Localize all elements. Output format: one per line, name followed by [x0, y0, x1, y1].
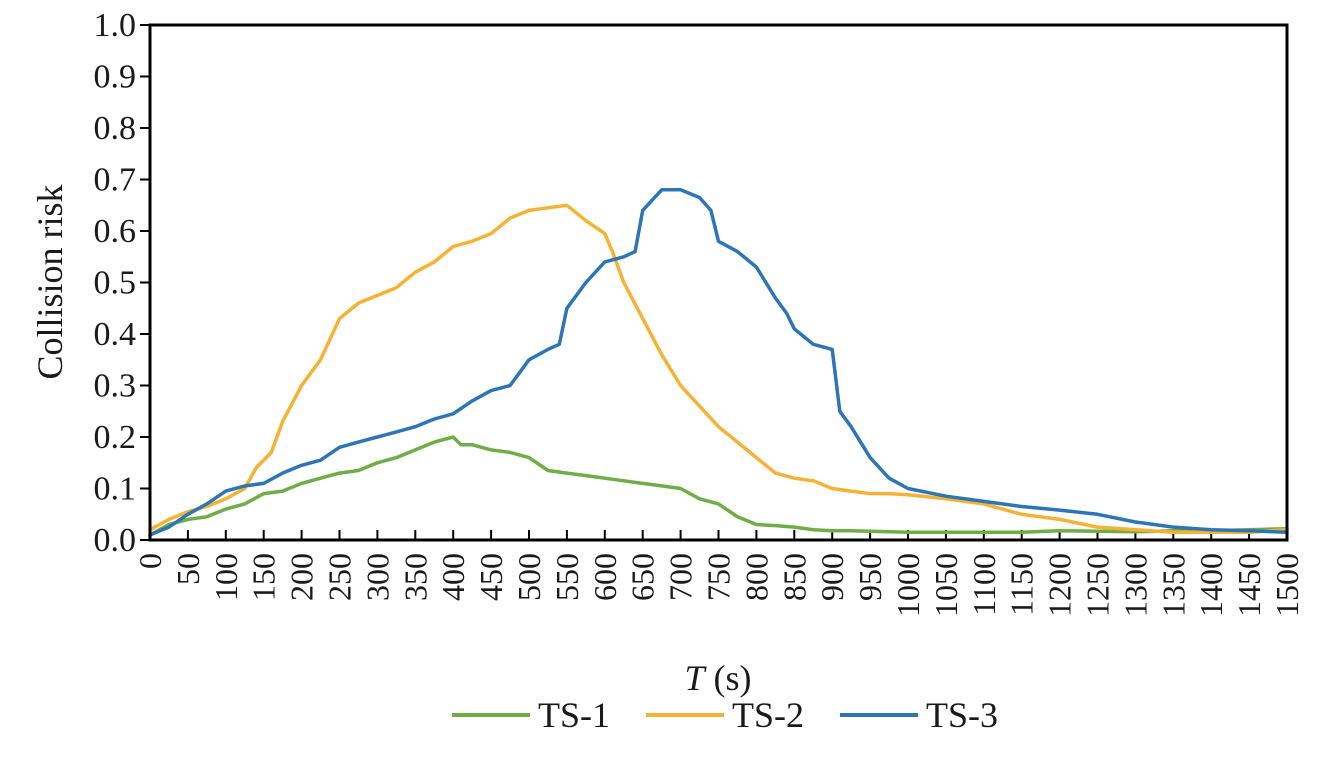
x-tick-label: 0 — [132, 553, 168, 569]
y-tick-label: 0.6 — [94, 213, 137, 250]
x-tick-label: 200 — [284, 553, 320, 601]
x-tick-label: 450 — [473, 553, 509, 601]
x-axis-title-unit: (s) — [714, 658, 752, 698]
x-tick-label: 750 — [701, 553, 737, 601]
series-lines — [148, 188, 1289, 537]
legend: TS-1 TS-2 TS-3 — [452, 695, 998, 735]
legend-label-ts-2: TS-2 — [732, 695, 804, 735]
y-tick-label: 0.2 — [94, 419, 137, 456]
x-axis-ticks: 0 50 100 150 200 250 300 350 400 450 500 550 600 650 7… — [132, 530, 1305, 617]
x-tick-label: 250 — [322, 553, 358, 601]
x-axis-title: T (s) — [684, 658, 751, 698]
x-tick-label: 700 — [663, 553, 699, 601]
legend-label-ts-1: TS-1 — [538, 695, 610, 735]
y-tick-label: 0.3 — [94, 368, 137, 405]
x-tick-label: 1050 — [928, 553, 964, 617]
x-tick-label: 350 — [397, 553, 433, 601]
x-tick-label: 550 — [549, 553, 585, 601]
x-tick-label: 800 — [738, 553, 774, 601]
x-tick-label: 1300 — [1117, 553, 1153, 617]
x-tick-label: 300 — [359, 553, 395, 601]
x-tick-label: 950 — [852, 553, 888, 601]
x-tick-label: 1500 — [1269, 553, 1305, 617]
plot-frame — [148, 23, 1289, 542]
x-tick-label: 900 — [814, 553, 850, 601]
y-axis-title: Collision risk — [30, 184, 70, 379]
y-tick-label: 0.9 — [94, 59, 137, 96]
y-axis-ticks: 0.0 0.1 0.2 0.3 0.4 0.5 0.6 0.7 0.8 0.9 1.0 — [94, 7, 150, 559]
x-tick-label: 100 — [208, 553, 244, 601]
x-tick-label: 1350 — [1155, 553, 1191, 617]
x-tick-label: 600 — [587, 553, 623, 601]
x-tick-label: 650 — [625, 553, 661, 601]
x-tick-label: 1000 — [890, 553, 926, 617]
y-tick-label: 0.7 — [94, 162, 137, 199]
y-tick-label: 0.8 — [94, 110, 137, 147]
series-line-ts-3 — [148, 188, 1289, 537]
x-tick-label: 1200 — [1042, 553, 1078, 617]
y-tick-label: 0.1 — [94, 471, 137, 508]
y-tick-label: 0.4 — [94, 316, 137, 353]
x-axis-title-var: T — [684, 658, 707, 698]
y-tick-label: 1.0 — [94, 7, 137, 44]
x-tick-label: 1450 — [1231, 553, 1267, 617]
x-tick-label: 500 — [511, 553, 547, 601]
x-tick-label: 150 — [246, 553, 282, 601]
series-line-ts-2 — [148, 203, 1289, 535]
x-tick-label: 1150 — [1004, 553, 1040, 616]
x-tick-label: 1400 — [1193, 553, 1229, 617]
y-tick-label: 0.5 — [94, 265, 137, 302]
legend-label-ts-3: TS-3 — [926, 695, 998, 735]
y-tick-label: 0.0 — [94, 522, 137, 559]
x-tick-label: 50 — [170, 553, 206, 585]
x-tick-label: 1100 — [966, 553, 1002, 616]
x-tick-label: 1250 — [1080, 553, 1116, 617]
series-line-ts-1 — [148, 435, 1289, 537]
x-tick-label: 400 — [435, 553, 471, 601]
x-tick-label: 850 — [776, 553, 812, 601]
